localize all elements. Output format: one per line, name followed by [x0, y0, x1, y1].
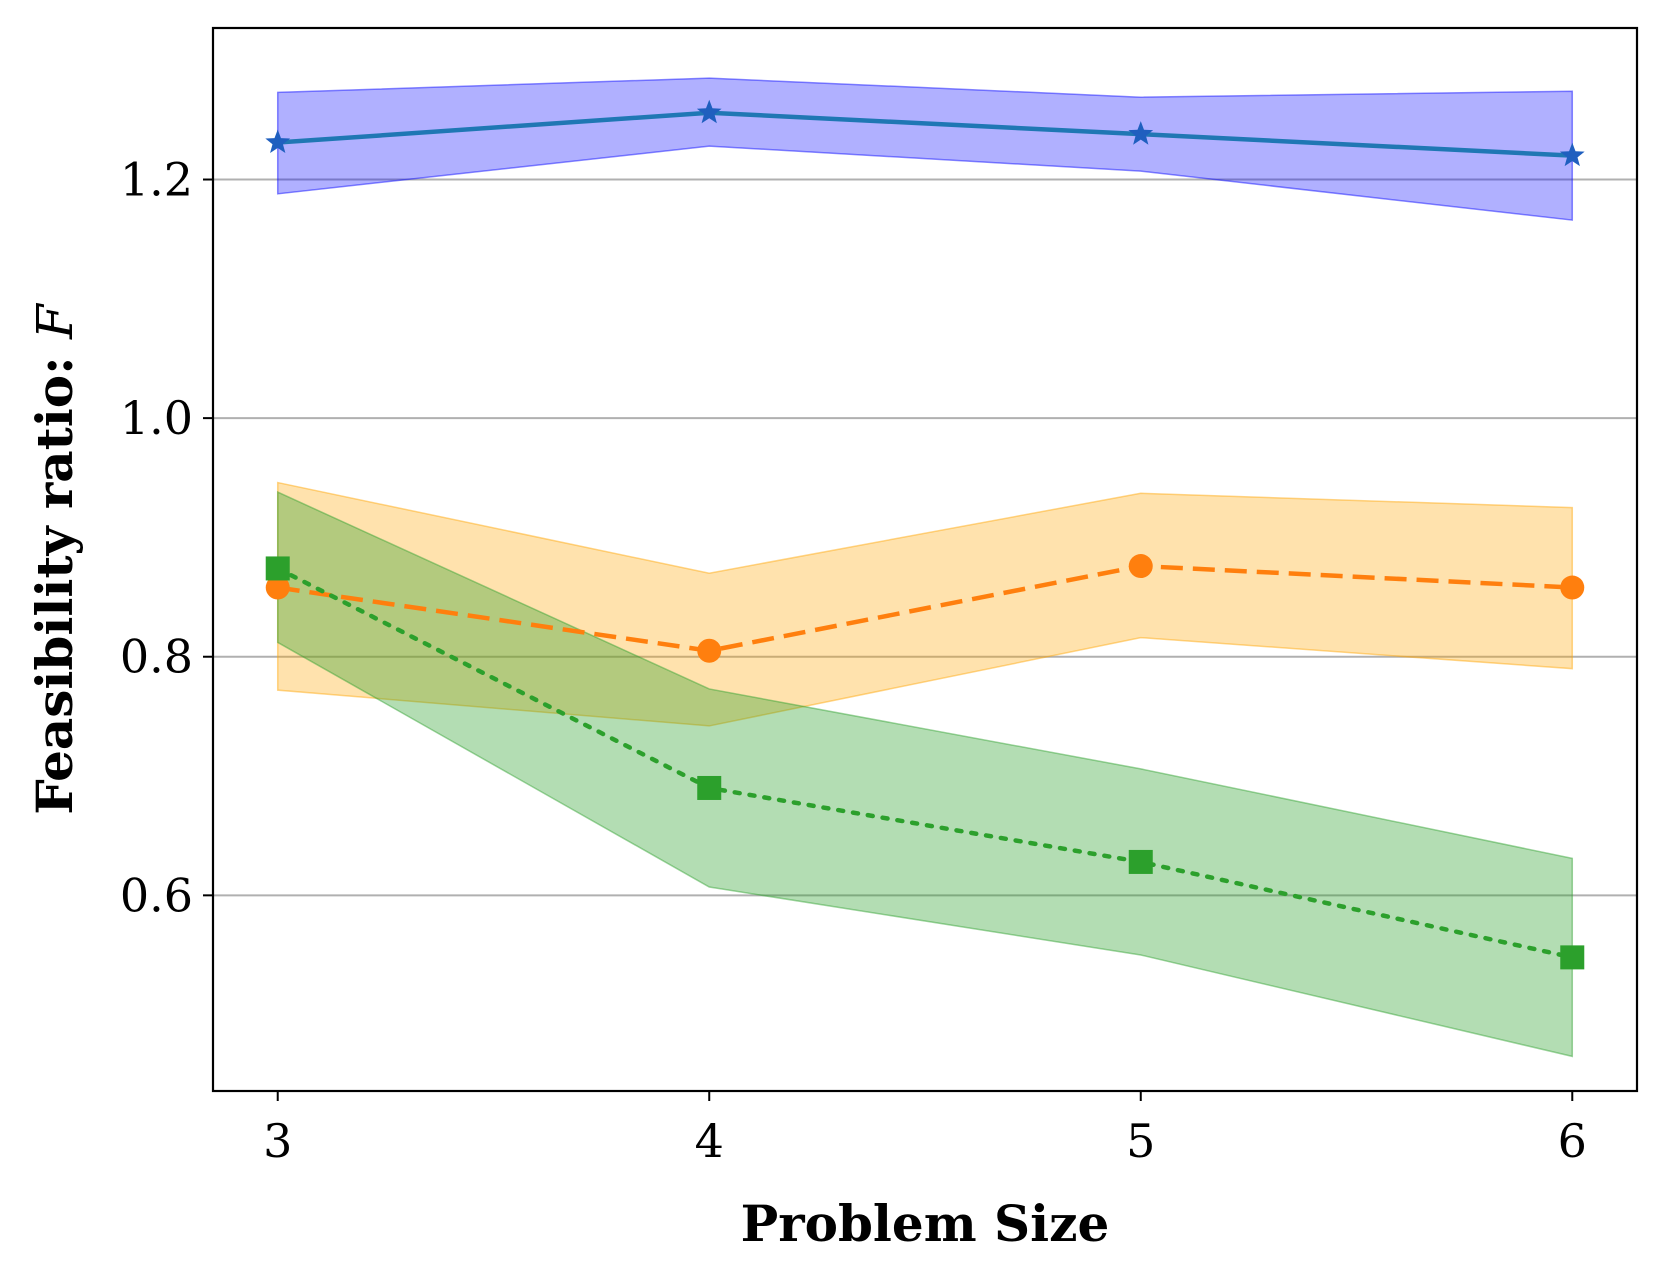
plot-frame — [211, 26, 1639, 1093]
marker-green-4 — [697, 775, 722, 800]
series-lines — [275, 110, 1575, 960]
x-tick-label: 3 — [263, 1114, 292, 1168]
marker-blue-5 — [1128, 121, 1154, 145]
marker-blue-6 — [1559, 142, 1585, 167]
x-tick-label: 6 — [1558, 1114, 1587, 1168]
band-blue — [276, 77, 1574, 221]
y-axis-label: Feasibility ratio: F — [25, 302, 84, 815]
band-orange — [276, 481, 1574, 727]
line-green — [275, 566, 1575, 960]
marker-orange-6 — [1560, 575, 1585, 600]
marker-green-6 — [1560, 945, 1585, 970]
y-tick-label: 1.2 — [120, 153, 193, 207]
y-tick-label: 1.0 — [120, 391, 193, 445]
y-axis-label-symbol: F — [26, 302, 84, 340]
marker-blue-4 — [696, 99, 722, 124]
y-axis-label-text: Feasibility ratio: — [25, 339, 84, 815]
series-markers — [265, 99, 1585, 970]
confidence-bands — [276, 77, 1574, 1058]
marker-green-3 — [265, 556, 290, 581]
band-green — [276, 490, 1574, 1058]
marker-green-5 — [1128, 849, 1153, 874]
x-tick-label: 5 — [1126, 1114, 1155, 1168]
line-orange — [277, 563, 1573, 654]
marker-orange-3 — [265, 575, 290, 600]
marker-blue-3 — [265, 129, 291, 154]
x-tick-label: 4 — [695, 1114, 724, 1168]
line-blue — [277, 110, 1573, 158]
axis-ticks: 0.6 0.8 1.0 1.2 3 4 5 6 — [120, 153, 1587, 1168]
marker-orange-4 — [697, 638, 722, 663]
marker-orange-5 — [1128, 554, 1153, 579]
y-tick-label: 0.6 — [120, 868, 193, 922]
x-axis-label: Problem Size — [741, 1194, 1110, 1253]
y-tick-label: 0.8 — [120, 630, 193, 684]
